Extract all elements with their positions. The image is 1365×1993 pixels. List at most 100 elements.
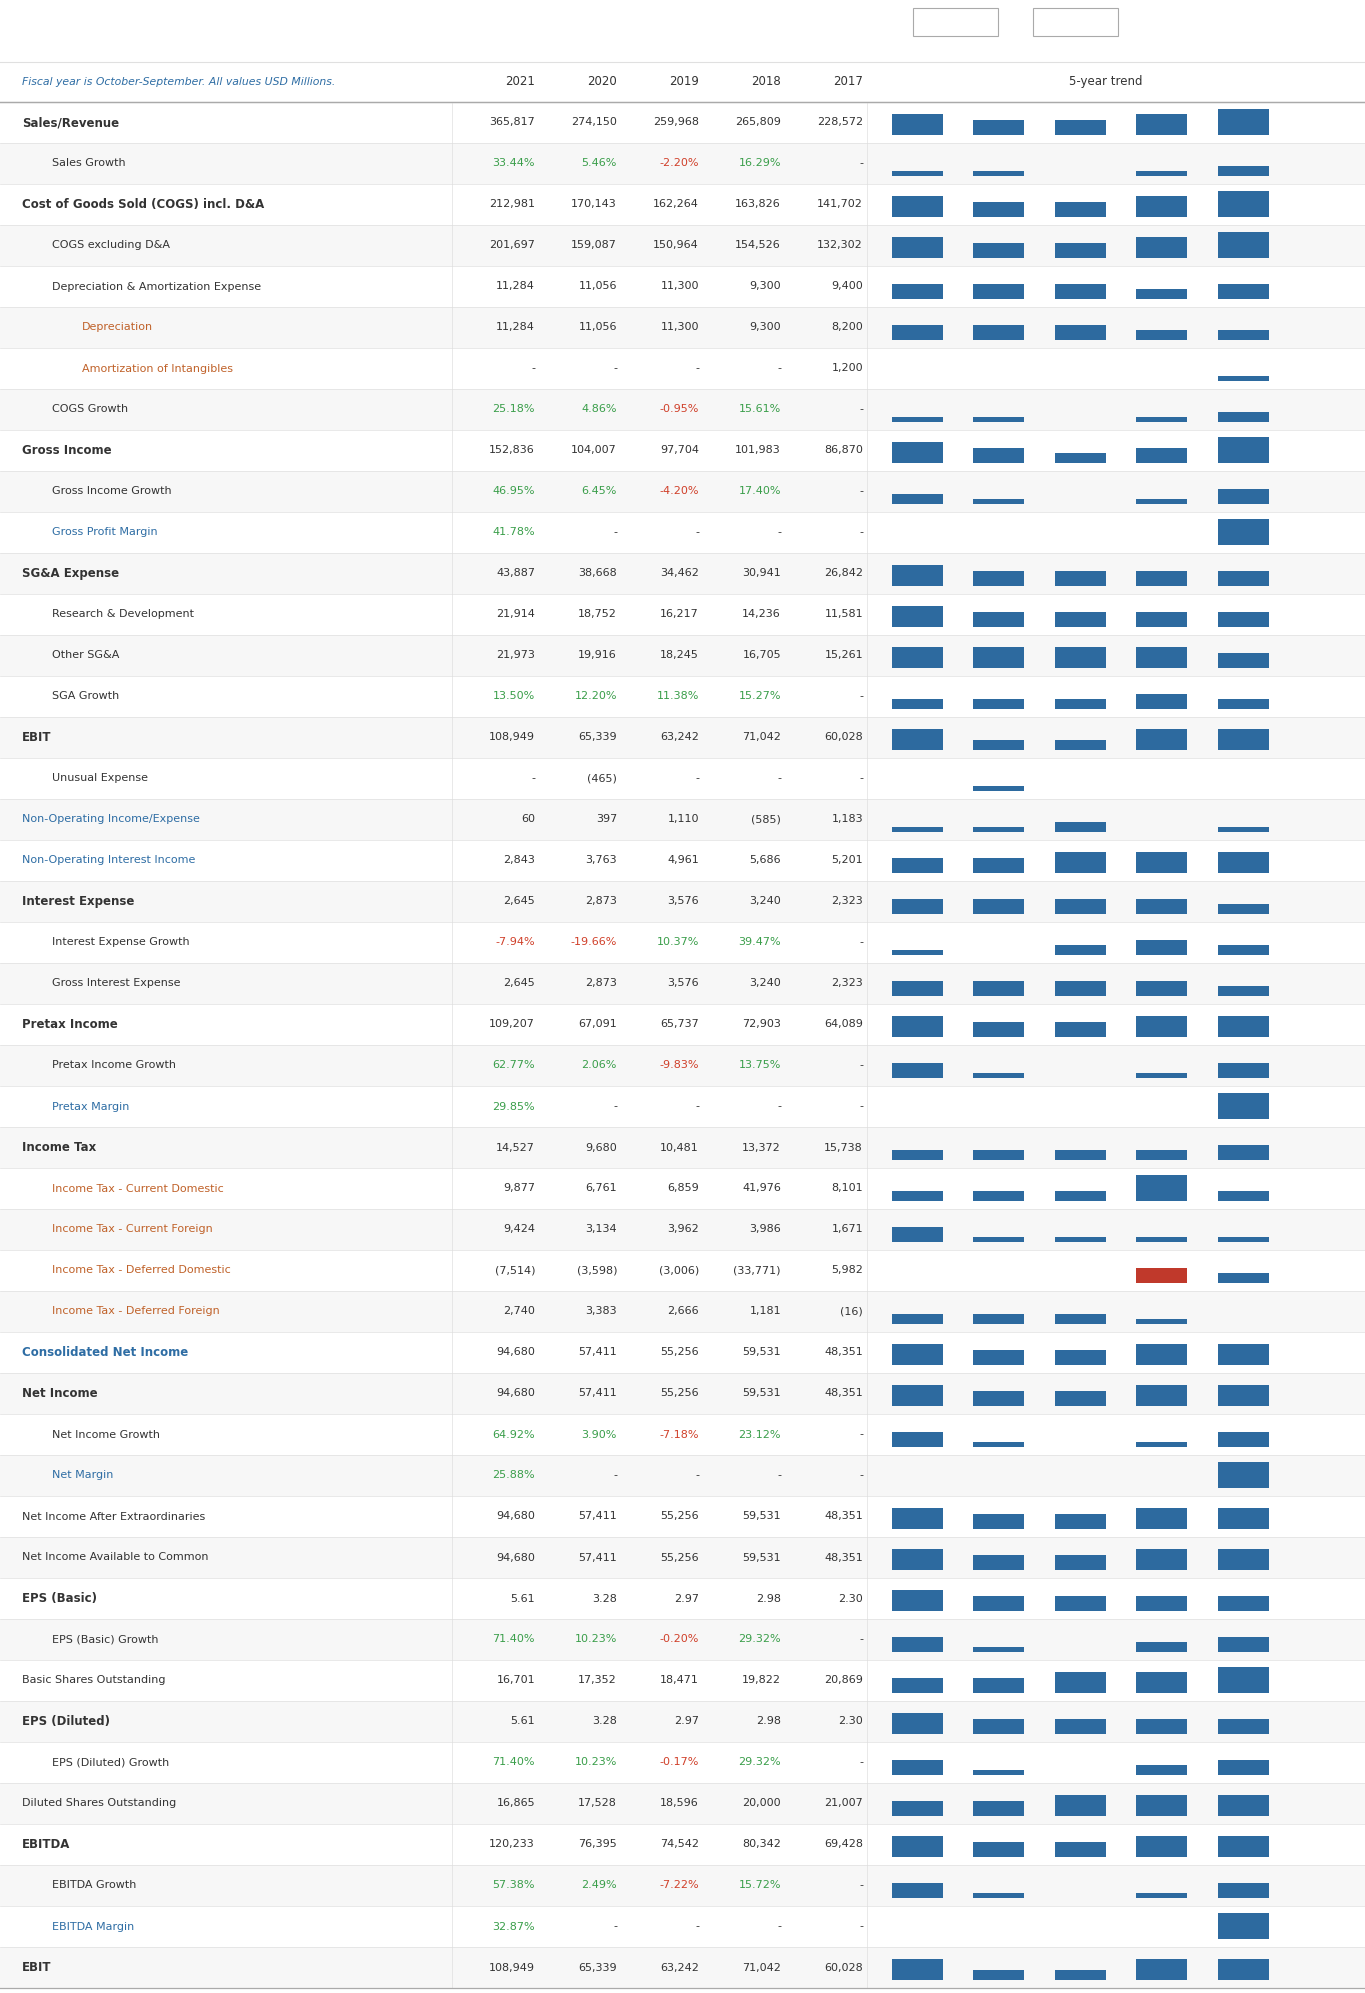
Bar <box>973 1969 1024 1979</box>
Text: Sales Growth: Sales Growth <box>52 159 126 169</box>
Bar <box>891 1226 943 1242</box>
Bar <box>1055 1190 1106 1202</box>
Text: 152,836: 152,836 <box>489 446 535 456</box>
Bar <box>891 1590 943 1610</box>
Bar <box>1218 903 1268 915</box>
Text: 48,351: 48,351 <box>824 1553 863 1563</box>
Text: 109,207: 109,207 <box>489 1020 535 1030</box>
Text: Gross Income Growth: Gross Income Growth <box>52 486 172 496</box>
Bar <box>0 1413 1365 1455</box>
Text: 228,572: 228,572 <box>816 118 863 128</box>
Bar <box>1055 1718 1106 1734</box>
Bar <box>0 1126 1365 1168</box>
Text: 3,763: 3,763 <box>586 855 617 865</box>
Text: 1,671: 1,671 <box>831 1224 863 1234</box>
Text: 63,242: 63,242 <box>661 1963 699 1973</box>
Text: -: - <box>777 1471 781 1481</box>
Bar <box>1136 570 1188 586</box>
Bar <box>1055 821 1106 831</box>
Text: 11,581: 11,581 <box>824 610 863 620</box>
Bar <box>1136 1549 1188 1570</box>
Text: 141,702: 141,702 <box>818 199 863 209</box>
Text: 159,087: 159,087 <box>571 241 617 251</box>
Bar <box>1218 1144 1268 1160</box>
Text: 33.44%: 33.44% <box>493 159 535 169</box>
Text: 34,462: 34,462 <box>661 568 699 578</box>
Text: (3,598): (3,598) <box>576 1266 617 1276</box>
Bar <box>1136 289 1188 299</box>
Text: 29.32%: 29.32% <box>738 1758 781 1768</box>
Text: 2.97: 2.97 <box>674 1594 699 1604</box>
Bar <box>1136 1268 1188 1283</box>
Bar <box>1218 1238 1268 1242</box>
Bar <box>0 225 1365 265</box>
Text: (585): (585) <box>751 815 781 825</box>
Bar <box>0 1373 1365 1413</box>
Text: -7.22%: -7.22% <box>659 1881 699 1891</box>
Text: 11,056: 11,056 <box>579 323 617 333</box>
Text: 3,986: 3,986 <box>749 1224 781 1234</box>
Text: 15.61%: 15.61% <box>738 405 781 415</box>
Text: 274,150: 274,150 <box>571 118 617 128</box>
Bar <box>1136 1893 1188 1897</box>
Bar <box>1136 1016 1188 1036</box>
Bar <box>1055 899 1106 915</box>
Text: 14,236: 14,236 <box>743 610 781 620</box>
Text: 59,531: 59,531 <box>743 1511 781 1521</box>
Bar <box>0 1824 1365 1865</box>
Text: Interest Expense Growth: Interest Expense Growth <box>52 937 190 947</box>
Text: EPS (Basic) Growth: EPS (Basic) Growth <box>52 1634 158 1644</box>
Text: 5,686: 5,686 <box>749 855 781 865</box>
Text: -0.17%: -0.17% <box>659 1758 699 1768</box>
Text: 41,976: 41,976 <box>743 1184 781 1194</box>
Text: -: - <box>613 528 617 538</box>
Bar <box>1218 1796 1268 1816</box>
Text: SG&A Expense: SG&A Expense <box>22 566 119 580</box>
Bar <box>973 1190 1024 1202</box>
Bar <box>1218 1463 1268 1489</box>
Bar <box>0 1742 1365 1784</box>
Text: 3,962: 3,962 <box>667 1224 699 1234</box>
Text: 6,859: 6,859 <box>667 1184 699 1194</box>
Bar <box>1218 1913 1268 1939</box>
Bar <box>891 951 943 955</box>
Text: 2,323: 2,323 <box>831 897 863 907</box>
Text: 16,217: 16,217 <box>661 610 699 620</box>
Text: 48,351: 48,351 <box>824 1347 863 1357</box>
Bar <box>891 1549 943 1570</box>
Bar <box>1218 1636 1268 1652</box>
Bar <box>891 566 943 586</box>
Text: -: - <box>859 486 863 496</box>
Text: 86,870: 86,870 <box>824 446 863 456</box>
Text: 10.37%: 10.37% <box>657 937 699 947</box>
Text: Diluted Shares Outstanding: Diluted Shares Outstanding <box>22 1798 176 1808</box>
Bar <box>0 881 1365 923</box>
Text: 2021: 2021 <box>505 76 535 88</box>
Text: 132,302: 132,302 <box>818 241 863 251</box>
Text: EBIT: EBIT <box>22 731 52 743</box>
Text: 11.38%: 11.38% <box>657 692 699 702</box>
Bar <box>0 430 1365 470</box>
Text: 18,471: 18,471 <box>661 1676 699 1686</box>
Text: Income Tax - Deferred Domestic: Income Tax - Deferred Domestic <box>52 1266 231 1276</box>
Bar <box>891 729 943 749</box>
Bar <box>973 785 1024 791</box>
Text: -: - <box>777 1102 781 1112</box>
Bar <box>0 1618 1365 1660</box>
Text: -: - <box>859 528 863 538</box>
Text: 65,737: 65,737 <box>661 1020 699 1030</box>
Text: 2020: 2020 <box>587 76 617 88</box>
Text: 9,400: 9,400 <box>831 281 863 291</box>
Bar <box>1218 329 1268 341</box>
Text: 29.85%: 29.85% <box>493 1102 535 1112</box>
Bar <box>973 498 1024 504</box>
Bar <box>1055 1150 1106 1160</box>
Text: 16,701: 16,701 <box>497 1676 535 1686</box>
Text: 2018: 2018 <box>751 76 781 88</box>
Bar <box>1136 237 1188 257</box>
Text: 201,697: 201,697 <box>489 241 535 251</box>
Text: 48,351: 48,351 <box>824 1511 863 1521</box>
Bar <box>0 1331 1365 1373</box>
Text: 11,300: 11,300 <box>661 323 699 333</box>
Bar <box>973 243 1024 257</box>
